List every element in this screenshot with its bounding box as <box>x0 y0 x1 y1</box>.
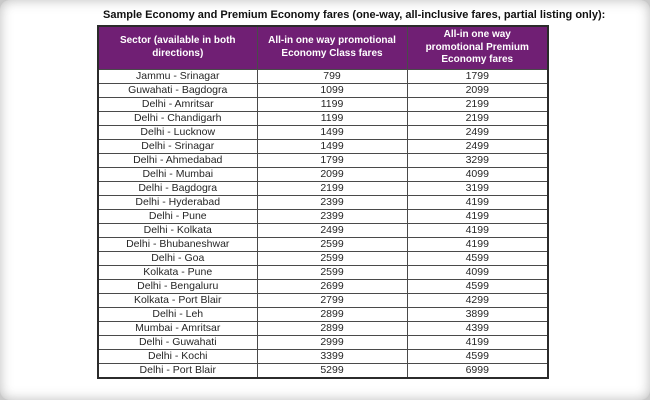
sector-cell: Delhi - Pune <box>97 208 258 224</box>
table-row: Delhi - Guwahati 2999 4199 <box>97 334 549 350</box>
premium-fare-cell: 2499 <box>406 138 549 154</box>
economy-fare-cell: 2399 <box>256 194 408 210</box>
fare-table: Sector (available in both directions) Al… <box>97 25 549 379</box>
economy-fare-cell: 2899 <box>256 306 408 322</box>
economy-fare-cell: 1199 <box>256 110 408 126</box>
sector-cell: Delhi - Mumbai <box>97 166 258 182</box>
economy-fare-cell: 2399 <box>256 208 408 224</box>
premium-fare-cell: 4199 <box>406 222 549 238</box>
premium-fare-cell: 3899 <box>406 306 549 322</box>
premium-fare-cell: 1799 <box>406 68 549 84</box>
table-row: Delhi - Port Blair 5299 6999 <box>97 362 549 378</box>
premium-fare-cell: 4599 <box>406 348 549 364</box>
sector-cell: Delhi - Ahmedabad <box>97 152 258 168</box>
table-row: Delhi - Goa 2599 4599 <box>97 250 549 266</box>
economy-fare-cell: 3399 <box>256 348 408 364</box>
table-row: Delhi - Kochi 3399 4599 <box>97 348 549 364</box>
economy-fare-cell: 2699 <box>256 278 408 294</box>
economy-fare-cell: 2599 <box>256 236 408 252</box>
premium-fare-cell: 4099 <box>406 166 549 182</box>
sector-cell: Jammu - Srinagar <box>97 68 258 84</box>
economy-fare-cell: 2899 <box>256 320 408 336</box>
premium-fare-cell: 2199 <box>406 96 549 112</box>
table-row: Kolkata - Port Blair 2799 4299 <box>97 292 549 308</box>
sector-cell: Delhi - Kolkata <box>97 222 258 238</box>
table-row: Delhi - Bhubaneshwar 2599 4199 <box>97 236 549 252</box>
premium-fare-cell: 4599 <box>406 250 549 266</box>
sector-cell: Mumbai - Amritsar <box>97 320 258 336</box>
sector-cell: Delhi - Bagdogra <box>97 180 258 196</box>
economy-fare-cell: 1499 <box>256 124 408 140</box>
economy-fare-cell: 2599 <box>256 250 408 266</box>
premium-fare-cell: 4099 <box>406 264 549 280</box>
page-title: Sample Economy and Premium Economy fares… <box>103 9 606 21</box>
sector-cell: Delhi - Kochi <box>97 348 258 364</box>
economy-fare-cell: 1799 <box>256 152 408 168</box>
table-row: Jammu - Srinagar 799 1799 <box>97 68 549 84</box>
table-row: Delhi - Bagdogra 2199 3199 <box>97 180 549 196</box>
premium-fare-cell: 6999 <box>406 362 549 378</box>
economy-fare-cell: 799 <box>256 68 408 84</box>
fare-table-body: Jammu - Srinagar 799 1799 Guwahati - Bagdog… <box>97 68 549 378</box>
economy-fare-cell: 2999 <box>256 334 408 350</box>
table-row: Kolkata - Pune 2599 4099 <box>97 264 549 280</box>
table-row: Delhi - Ahmedabad 1799 3299 <box>97 152 549 168</box>
table-row: Delhi - Mumbai 2099 4099 <box>97 166 549 182</box>
premium-fare-cell: 2199 <box>406 110 549 126</box>
table-row: Delhi - Amritsar 1199 2199 <box>97 96 549 112</box>
sector-cell: Delhi - Leh <box>97 306 258 322</box>
table-row: Mumbai - Amritsar 2899 4399 <box>97 320 549 336</box>
economy-fare-cell: 2499 <box>256 222 408 238</box>
sector-cell: Delhi - Port Blair <box>97 362 258 378</box>
economy-fare-cell: 2199 <box>256 180 408 196</box>
sector-cell: Delhi - Amritsar <box>97 96 258 112</box>
premium-fare-cell: 4199 <box>406 208 549 224</box>
premium-fare-cell: 4199 <box>406 236 549 252</box>
sector-cell: Delhi - Hyderabad <box>97 194 258 210</box>
table-row: Delhi - Hyderabad 2399 4199 <box>97 194 549 210</box>
economy-fare-cell: 1499 <box>256 138 408 154</box>
premium-fare-cell: 3199 <box>406 180 549 196</box>
sector-cell: Kolkata - Port Blair <box>97 292 258 308</box>
economy-fare-cell: 2799 <box>256 292 408 308</box>
sector-cell: Kolkata - Pune <box>97 264 258 280</box>
column-header-economy: All-in one way promotional Economy Class… <box>256 25 408 70</box>
premium-fare-cell: 4199 <box>406 194 549 210</box>
premium-fare-cell: 4599 <box>406 278 549 294</box>
premium-fare-cell: 2499 <box>406 124 549 140</box>
premium-fare-cell: 4399 <box>406 320 549 336</box>
fare-table-header: Sector (available in both directions) Al… <box>97 25 549 70</box>
table-row: Guwahati - Bagdogra 1099 2099 <box>97 82 549 98</box>
sector-cell: Delhi - Goa <box>97 250 258 266</box>
table-row: Delhi - Pune 2399 4199 <box>97 208 549 224</box>
economy-fare-cell: 2099 <box>256 166 408 182</box>
table-row: Delhi - Kolkata 2499 4199 <box>97 222 549 238</box>
sector-cell: Delhi - Guwahati <box>97 334 258 350</box>
sector-cell: Delhi - Bhubaneshwar <box>97 236 258 252</box>
sector-cell: Guwahati - Bagdogra <box>97 82 258 98</box>
economy-fare-cell: 1099 <box>256 82 408 98</box>
table-row: Delhi - Srinagar 1499 2499 <box>97 138 549 154</box>
sector-cell: Delhi - Srinagar <box>97 138 258 154</box>
header-row: Sector (available in both directions) Al… <box>97 25 549 70</box>
table-row: Delhi - Chandigarh 1199 2199 <box>97 110 549 126</box>
sector-cell: Delhi - Chandigarh <box>97 110 258 126</box>
economy-fare-cell: 1199 <box>256 96 408 112</box>
premium-fare-cell: 3299 <box>406 152 549 168</box>
premium-fare-cell: 2099 <box>406 82 549 98</box>
premium-fare-cell: 4199 <box>406 334 549 350</box>
column-header-sector: Sector (available in both directions) <box>97 25 258 70</box>
economy-fare-cell: 5299 <box>256 362 408 378</box>
table-row: Delhi - Leh 2899 3899 <box>97 306 549 322</box>
premium-fare-cell: 4299 <box>406 292 549 308</box>
sector-cell: Delhi - Bengaluru <box>97 278 258 294</box>
column-header-premium: All-in one way promotional Premium Econo… <box>406 25 549 70</box>
table-row: Delhi - Bengaluru 2699 4599 <box>97 278 549 294</box>
economy-fare-cell: 2599 <box>256 264 408 280</box>
table-row: Delhi - Lucknow 1499 2499 <box>97 124 549 140</box>
sector-cell: Delhi - Lucknow <box>97 124 258 140</box>
